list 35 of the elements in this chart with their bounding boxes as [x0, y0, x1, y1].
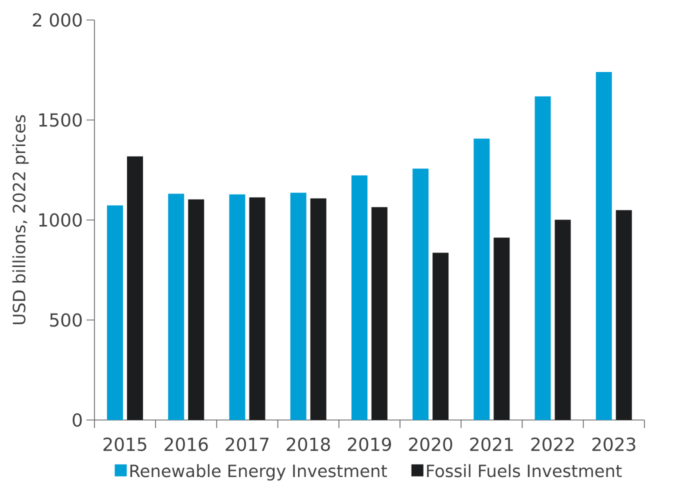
bar: [168, 194, 184, 420]
y-tick-label: 0: [72, 413, 82, 427]
bar: [494, 238, 510, 420]
x-tick-label: 2022: [531, 438, 574, 452]
bar: [188, 199, 204, 420]
x-tick-label: 2018: [286, 438, 330, 452]
bar: [127, 156, 144, 420]
x-tick-label: 2019: [348, 438, 391, 452]
legend-label: Renewable Energy Investment: [130, 464, 388, 481]
bar: [432, 252, 449, 420]
x-tick-label: 2021: [470, 438, 513, 452]
bar: [554, 220, 571, 420]
legend-label: Fossil Fuels Investment: [427, 464, 622, 478]
bar: [290, 192, 306, 420]
y-tick-label: 1000: [39, 213, 82, 227]
x-tick-label: 2017: [226, 438, 268, 452]
bar: [412, 168, 429, 420]
bar: [249, 197, 266, 420]
x-tick-label: 2015: [104, 438, 146, 452]
bar: [229, 194, 246, 420]
x-tick-label: 2023: [592, 438, 636, 452]
x-tick-label: 2020: [409, 438, 452, 452]
y-tick-label: 1500: [39, 113, 82, 127]
bar: [310, 198, 326, 420]
bar: [351, 175, 368, 420]
bar: [107, 205, 124, 420]
x-tick-label: 2016: [164, 438, 208, 452]
y-tick-label: 2 000: [32, 13, 82, 27]
bar: [596, 72, 612, 420]
bar: [616, 210, 632, 420]
bar: [474, 138, 490, 420]
bar: [534, 96, 551, 420]
y-tick-label: 500: [50, 313, 82, 327]
y-axis-title: USD billions, 2022 prices: [12, 115, 29, 324]
bar: [371, 207, 388, 420]
